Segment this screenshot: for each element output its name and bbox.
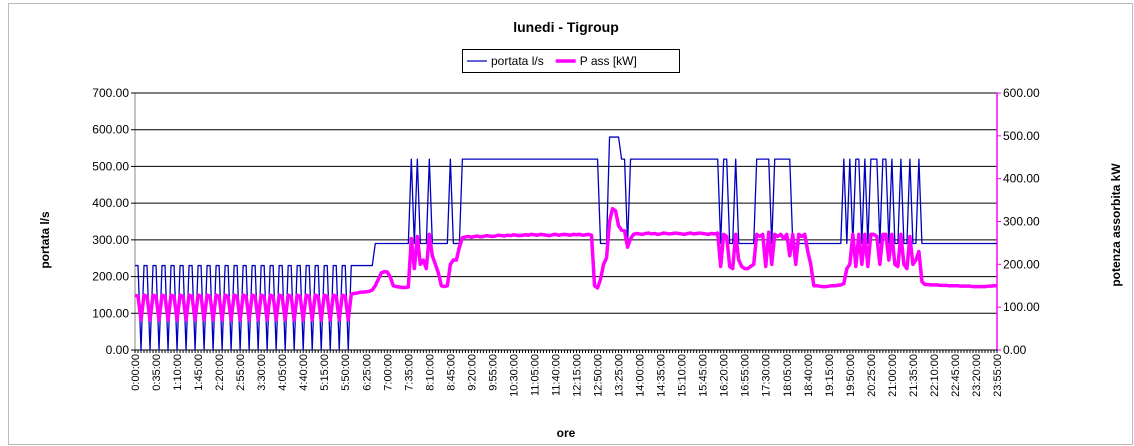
x-axis-label: ore <box>557 426 576 440</box>
x-tick-label: 23:55:00 <box>992 354 1004 397</box>
y-tick-label: 400.00 <box>92 196 129 210</box>
x-tick-label: 2:55:00 <box>235 354 247 391</box>
chart-title: lunedi - Tigroup <box>513 19 619 35</box>
x-tick-label: 10:30:00 <box>508 354 520 397</box>
y2-tick-label: 300.00 <box>1003 215 1040 229</box>
x-tick-label: 20:25:00 <box>866 354 878 397</box>
x-tick-label: 11:05:00 <box>529 354 541 396</box>
x-tick-label: 15:10:00 <box>677 354 689 397</box>
y-tick-label: 100.00 <box>92 306 129 320</box>
y-tick-label: 300.00 <box>92 233 129 247</box>
x-tick-label: 8:10:00 <box>424 354 436 391</box>
x-tick-label: 1:10:00 <box>172 354 184 391</box>
x-tick-label: 1:45:00 <box>193 354 205 391</box>
y2-tick-label: 0.00 <box>1003 343 1027 357</box>
y-tick-label: 600.00 <box>92 123 129 137</box>
x-tick-label: 17:30:00 <box>761 354 773 397</box>
x-tick-label: 3:30:00 <box>256 354 268 391</box>
x-tick-label: 4:05:00 <box>277 354 289 391</box>
x-tick-label: 14:35:00 <box>656 354 668 397</box>
x-tick-label: 5:50:00 <box>340 354 352 391</box>
x-tick-label: 4:40:00 <box>298 354 310 391</box>
x-tick-label: 6:25:00 <box>361 354 373 391</box>
y-tick-label: 0.00 <box>106 343 130 357</box>
y-tick-label: 700.00 <box>92 86 129 100</box>
series-line <box>134 206 997 322</box>
x-tick-label: 5:15:00 <box>319 354 331 391</box>
y2-tick-label: 600.00 <box>1003 86 1040 100</box>
x-tick-label: 9:55:00 <box>487 354 499 391</box>
x-tick-label: 22:10:00 <box>929 354 941 397</box>
x-tick-label: 0:35:00 <box>151 354 163 391</box>
y2-axis-label: potenza assorbita kW <box>1109 163 1123 287</box>
x-tick-label: 16:55:00 <box>740 354 752 397</box>
x-tick-label: 14:00:00 <box>635 354 647 397</box>
x-tick-label: 21:00:00 <box>887 354 899 397</box>
x-tick-label: 8:45:00 <box>445 354 457 391</box>
x-tick-label: 12:50:00 <box>593 354 605 397</box>
x-tick-label: 16:20:00 <box>719 354 731 397</box>
x-tick-label: 9:20:00 <box>466 354 478 391</box>
y-tick-label: 500.00 <box>92 159 129 173</box>
y2-tick-label: 100.00 <box>1003 300 1040 314</box>
y-axis-label: portata l/s <box>38 211 52 269</box>
y-tick-label: 200.00 <box>92 270 129 284</box>
x-tick-label: 15:45:00 <box>698 354 710 397</box>
x-tick-label: 18:05:00 <box>782 354 794 397</box>
y2-tick-label: 400.00 <box>1003 172 1040 186</box>
x-tick-label: 2:20:00 <box>214 354 226 391</box>
y2-tick-label: 200.00 <box>1003 257 1040 271</box>
x-tick-label: 0:00:00 <box>130 354 142 391</box>
x-tick-label: 23:20:00 <box>971 354 983 397</box>
x-tick-label: 21:35:00 <box>908 354 920 397</box>
x-tick-label: 13:25:00 <box>614 354 626 397</box>
y2-tick-label: 500.00 <box>1003 129 1040 143</box>
x-tick-label: 19:15:00 <box>824 354 836 397</box>
x-tick-label: 11:40:00 <box>550 354 562 396</box>
series-line <box>135 136 997 351</box>
legend-label: P ass [kW] <box>580 54 637 68</box>
legend-label: portata l/s <box>491 54 544 68</box>
x-tick-label: 22:45:00 <box>950 354 962 397</box>
x-tick-label: 7:35:00 <box>403 354 415 391</box>
x-tick-label: 19:50:00 <box>845 354 857 397</box>
x-tick-label: 18:40:00 <box>803 354 815 397</box>
x-tick-label: 12:15:00 <box>572 354 584 397</box>
x-tick-label: 7:00:00 <box>382 354 394 391</box>
